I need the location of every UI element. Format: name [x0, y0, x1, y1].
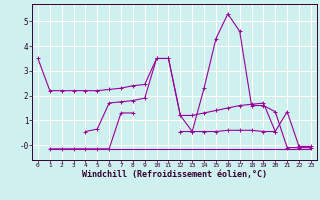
X-axis label: Windchill (Refroidissement éolien,°C): Windchill (Refroidissement éolien,°C) — [82, 170, 267, 179]
